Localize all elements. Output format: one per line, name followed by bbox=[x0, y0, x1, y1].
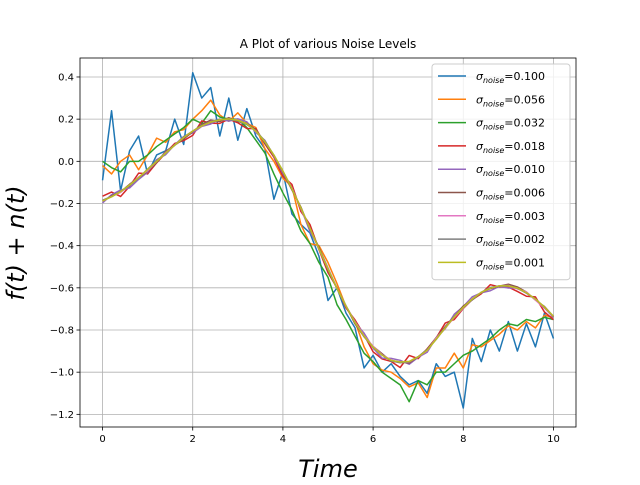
chart-title: A Plot of various Noise Levels bbox=[240, 37, 417, 51]
y-tick-label: −1.0 bbox=[50, 368, 74, 379]
plot-frame bbox=[79, 57, 577, 428]
series-line-8 bbox=[102, 118, 554, 363]
series-line-0 bbox=[101, 72, 555, 409]
y-tick-label: 0.2 bbox=[58, 115, 74, 126]
y-tick-label: −0.4 bbox=[50, 241, 74, 252]
y-tick-label: −1.2 bbox=[50, 410, 74, 421]
legend-entry: σnoise=0.010 bbox=[476, 163, 545, 178]
legend-entry: σnoise=0.018 bbox=[476, 140, 545, 155]
y-tick-label: −0.6 bbox=[50, 283, 74, 294]
y-tick-label: 0.0 bbox=[58, 157, 74, 168]
y-tick-label: −0.2 bbox=[50, 199, 74, 210]
x-tick-label: 6 bbox=[370, 434, 376, 445]
legend-box bbox=[431, 63, 571, 281]
legend-entry: σnoise=0.006 bbox=[476, 187, 545, 202]
x-tick-label: 0 bbox=[99, 434, 105, 445]
legend-entry: σnoise=0.003 bbox=[476, 210, 545, 225]
x-tick-label: 10 bbox=[547, 434, 560, 445]
series-line-2 bbox=[102, 109, 554, 403]
legend-entry: σnoise=0.032 bbox=[476, 117, 545, 132]
legend: σnoise=0.100 σnoise=0.056 σnoise=0.032 σnoi… bbox=[431, 63, 571, 281]
x-tick-label: 2 bbox=[190, 434, 196, 445]
axis-ticks: 0 2 4 6 8 10 −1.2 −1.0 −0.8 −0.6 −0.4 −0.2 0.0 0.2 0.4 bbox=[50, 72, 560, 445]
y-axis-label: f(t) + n(t) bbox=[2, 185, 30, 300]
legend-entry: σnoise=0.056 bbox=[476, 93, 545, 108]
legend-entry: σnoise=0.002 bbox=[476, 233, 545, 248]
x-tick-label: 8 bbox=[460, 434, 466, 445]
series-group bbox=[101, 72, 555, 409]
legend-entry: σnoise=0.001 bbox=[476, 256, 545, 271]
y-tick-label: −0.8 bbox=[50, 326, 74, 337]
legend-entry: σnoise=0.100 bbox=[476, 70, 545, 85]
y-tick-label: 0.4 bbox=[58, 72, 74, 83]
x-tick-label: 4 bbox=[280, 434, 286, 445]
x-axis-label: Time bbox=[298, 455, 357, 480]
